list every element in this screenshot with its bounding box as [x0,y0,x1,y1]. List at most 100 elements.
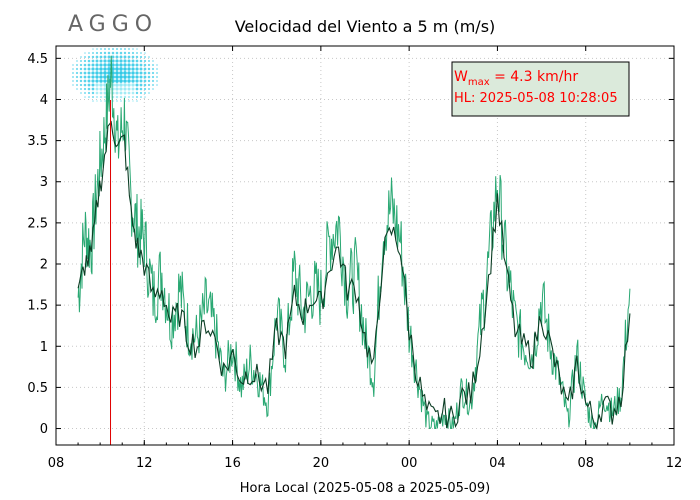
logo-dot [119,95,123,99]
logo-dot [87,59,91,63]
logo-dot [91,63,95,67]
logo-dot [135,71,139,75]
logo-dot [103,59,107,63]
x-axis-label: Hora Local (2025-05-08 a 2025-05-09) [240,481,490,496]
logo-dot [123,67,127,71]
logo-dot [91,91,95,95]
logo-dot [95,59,99,63]
logo-dot [104,100,106,102]
logo-dot [95,63,99,67]
logo-dot [99,95,103,99]
logo-dot [103,95,107,99]
logo-dot [72,64,74,66]
logo-dot [131,79,135,83]
y-tick-label: 2.5 [27,216,48,231]
logo-dot [140,52,142,54]
logo-dot [127,71,131,75]
logo-dot [99,71,103,75]
logo-dot [95,79,99,83]
logo-dot [119,67,123,71]
y-tick-label: 4 [40,93,48,108]
logo-dot [80,92,82,94]
logo-dot [79,67,83,71]
logo-dot [135,59,139,63]
logo-dot [99,59,103,63]
logo-dot [147,87,151,91]
logo-dot [115,51,119,55]
logo-dot [139,83,143,87]
annotation-box [451,61,630,117]
logo-dot [76,60,78,62]
logo-dot [119,99,123,103]
logo-dot [131,67,135,71]
logo-dot [119,87,123,91]
logo-dot [131,51,135,55]
max-wind-annotation: Wmax = 4.3 km/hr HL: 2025-05-08 10:28:05 [451,61,630,117]
logo-dot [115,55,119,59]
logo-dot [123,87,127,91]
logo-dot [79,79,83,83]
annotation-w: W [454,69,468,85]
y-tick-label: 3 [40,175,48,190]
logo-dot [99,75,103,79]
logo-dot [115,91,119,95]
logo-dot [147,59,151,63]
logo-dot [107,59,111,63]
logo-dot [115,75,119,79]
logo-dot [95,83,99,87]
logo-dot [143,83,147,87]
logo-dot [91,59,95,63]
logo-dot [131,71,135,75]
logo-dot [84,56,86,58]
logo-dot [83,79,87,83]
logo-dot [104,48,106,50]
logo-dot [87,67,91,71]
logo-dot [123,63,127,67]
logo-dot [135,75,139,79]
logo-dot [87,55,91,59]
logo-dot [127,75,131,79]
logo-dot [135,83,139,87]
logo-dot [92,48,94,50]
logo-dot [143,79,147,83]
logo-dot [79,71,83,75]
logo-dot [139,59,143,63]
logo-dot [103,75,107,79]
logo-dot [99,55,103,59]
logo-dot [83,75,87,79]
logo-dot [152,88,154,90]
logo-dot [107,47,111,51]
y-tick-label: 0 [40,422,48,437]
logo-dot [103,51,107,55]
logo-dot [95,87,99,91]
logo-dot [95,51,99,55]
logo-dot [115,59,119,63]
logo-dot [131,83,135,87]
logo-dot [115,67,119,71]
annotation-hl: HL: 2025-05-08 10:28:05 [454,91,618,106]
x-axis-ticks: 08 12 16 20 00 04 08 12 [48,46,682,471]
logo-dot [76,88,78,90]
logo-dot [123,75,127,79]
x-tick-label: 12 [136,456,153,471]
logo-dot [107,55,111,59]
x-tick-label: 04 [489,456,506,471]
logo-dot [72,84,74,86]
logo-dot [76,64,78,66]
logo-dot [80,56,82,58]
logo-dot [123,79,127,83]
logo-dot [91,79,95,83]
logo-dot [99,79,103,83]
logo-dot [139,71,143,75]
logo-dot [100,48,102,50]
logo-dot [143,75,147,79]
logo-dot [103,55,107,59]
logo-dot [99,51,103,55]
logo-dot [119,91,123,95]
logo-dot [131,91,135,95]
x-tick-label: 20 [313,456,330,471]
logo-dot [83,87,87,91]
logo-dot [83,63,87,67]
logo-dot [87,91,91,95]
logo-dot [147,75,151,79]
